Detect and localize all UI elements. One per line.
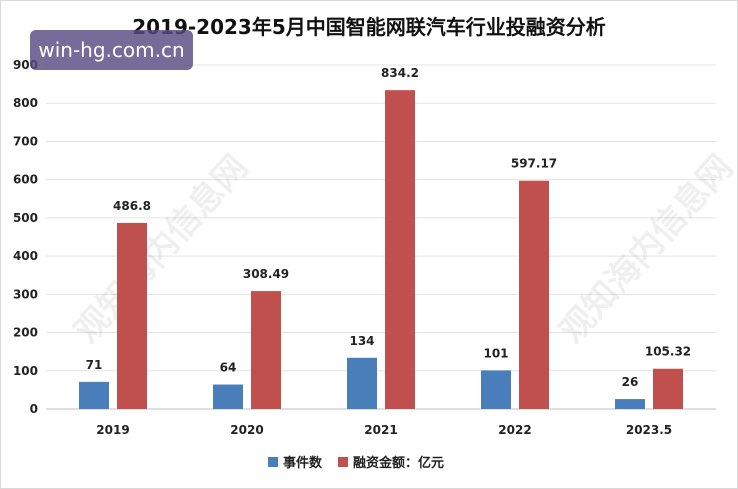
y-tick-label: 800 [13, 96, 38, 110]
x-axis-ticks: 2019 2020 2021 2022 2023.5 [96, 423, 672, 437]
x-tick-label: 2023.5 [626, 423, 672, 437]
data-label-funding-2023.5: 105.32 [645, 345, 691, 359]
legend-swatch-funding [338, 457, 348, 467]
legend-label-funding: 融资金额：亿元 [353, 455, 444, 471]
bar-funding-2020 [251, 291, 281, 409]
bar-funding-2022 [519, 180, 549, 409]
legend-label-events: 事件数 [283, 455, 323, 471]
bar-funding-2023.5 [653, 368, 683, 409]
data-label-funding-2019: 486.8 [113, 199, 151, 213]
y-tick-label: 100 [13, 364, 38, 378]
x-tick-label: 2019 [96, 423, 129, 437]
site-watermark: win-hg.com.cn [30, 30, 193, 70]
legend-swatch-events [268, 457, 278, 467]
publisher-watermark-left: 观知海内信息网 [67, 147, 256, 351]
y-tick-label: 0 [30, 402, 38, 416]
y-tick-label: 700 [13, 134, 38, 148]
x-tick-label: 2020 [230, 423, 263, 437]
bar-events-2021 [347, 357, 377, 409]
bar-events-2022 [481, 370, 511, 409]
data-label-events-2022: 101 [483, 346, 508, 360]
data-label-funding-2021: 834.2 [381, 66, 419, 80]
data-label-events-2021: 134 [349, 334, 374, 348]
y-tick-label: 600 [13, 173, 38, 187]
data-label-events-2019: 71 [86, 358, 103, 372]
bar-funding-2021 [385, 90, 415, 410]
data-label-events-2020: 64 [220, 361, 237, 375]
bar-events-2020 [213, 384, 243, 409]
x-tick-label: 2021 [364, 423, 397, 437]
bar-funding-2019 [117, 222, 147, 409]
data-label-funding-2020: 308.49 [243, 267, 289, 281]
bar-events-2023.5 [615, 399, 645, 409]
y-tick-label: 400 [13, 249, 38, 263]
publisher-watermark-right: 观知海内信息网 [552, 147, 738, 351]
legend: 事件数 融资金额：亿元 [268, 455, 444, 471]
x-tick-label: 2022 [498, 423, 531, 437]
y-tick-label: 200 [13, 326, 38, 340]
y-tick-label: 500 [13, 211, 38, 225]
y-tick-label: 300 [13, 287, 38, 301]
data-labels: 71 486.8 64 308.49 134 834.2 101 597.17 26 105.32 [86, 66, 692, 389]
data-label-funding-2022: 597.17 [511, 157, 557, 171]
bar-events-2019 [79, 381, 109, 409]
chart-title: 2019-2023年5月中国智能网联汽车行业投融资分析 [132, 15, 606, 39]
data-label-events-2023.5: 26 [622, 375, 639, 389]
bars [79, 90, 683, 410]
